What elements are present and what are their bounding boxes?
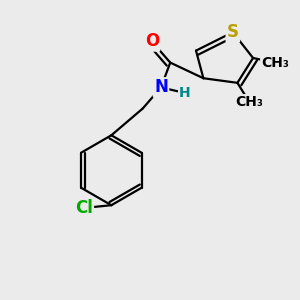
Text: O: O bbox=[145, 32, 159, 50]
Text: CH₃: CH₃ bbox=[236, 95, 263, 109]
Text: CH₃: CH₃ bbox=[261, 56, 289, 70]
Text: H: H bbox=[179, 86, 191, 100]
Text: S: S bbox=[227, 23, 239, 41]
Text: Cl: Cl bbox=[75, 199, 93, 217]
Text: N: N bbox=[154, 78, 168, 96]
